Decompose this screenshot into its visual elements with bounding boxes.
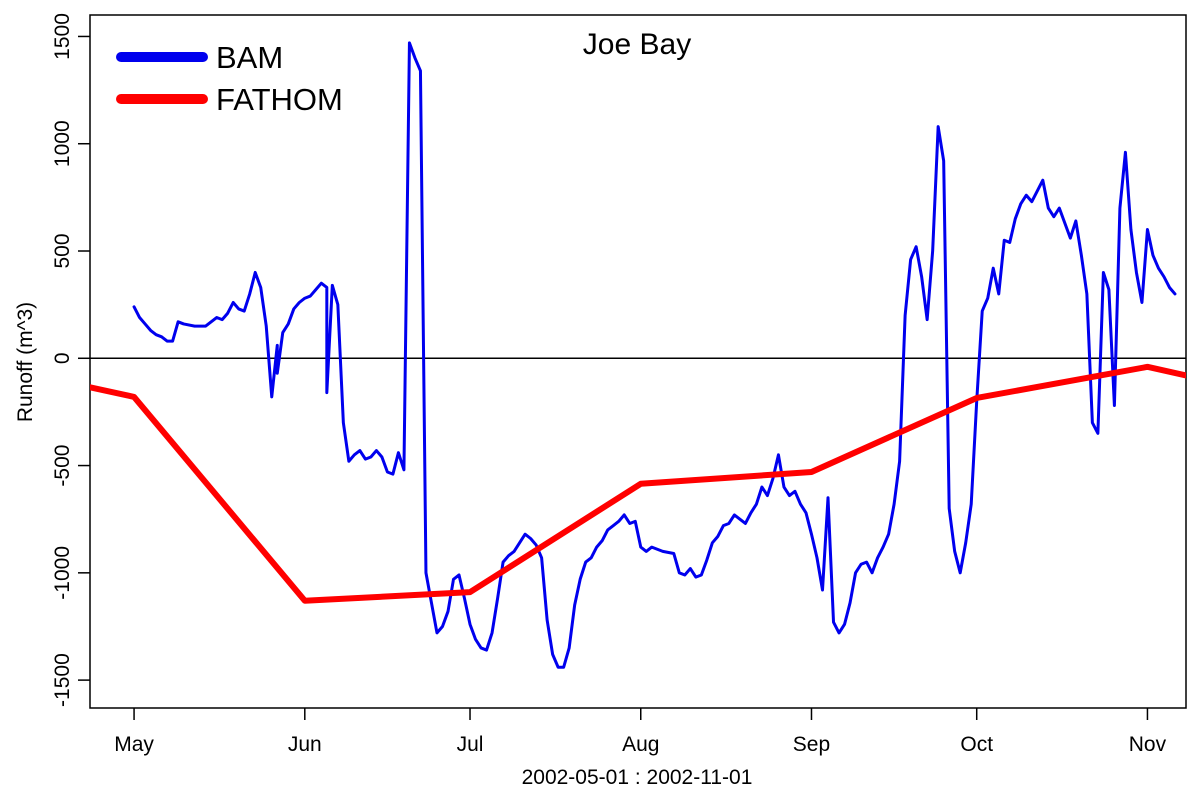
y-tick-label: -500 xyxy=(51,445,74,487)
chart-title: Joe Bay xyxy=(583,28,691,61)
y-tick-label: 1500 xyxy=(51,13,74,60)
x-tick-label: Nov xyxy=(1129,733,1167,756)
series-line-bam xyxy=(132,41,1177,669)
series-layer xyxy=(90,41,1186,669)
x-axis-label: 2002-05-01 : 2002-11-01 xyxy=(522,766,753,789)
x-tick-label: Sep xyxy=(793,733,830,756)
x-tick-label: May xyxy=(114,733,154,756)
x-tick-label: Aug xyxy=(622,733,659,756)
plot-frame xyxy=(89,14,1187,709)
legend-label-bam: BAM xyxy=(216,40,283,75)
y-tick-label: 1000 xyxy=(51,120,74,167)
x-tick-label: Jun xyxy=(288,733,322,756)
x-tick-label: Oct xyxy=(960,733,993,756)
legend: BAM FATHOM xyxy=(116,40,343,117)
x-tick-label: Jul xyxy=(457,733,484,756)
y-axis: -1500 -1000 -500 0 500 1000 1500 xyxy=(51,13,90,707)
y-axis-label: Runoff (m^3) xyxy=(14,302,37,422)
y-tick-label: -1000 xyxy=(51,546,74,600)
legend-label-fathom: FATHOM xyxy=(216,82,343,117)
y-tick-label: 0 xyxy=(51,352,74,364)
y-tick-label: -1500 xyxy=(51,653,74,707)
series-line-fathom xyxy=(90,363,1186,604)
x-axis: May Jun Jul Aug Sep Oct Nov xyxy=(114,708,1167,756)
y-tick-label: 500 xyxy=(51,233,74,268)
